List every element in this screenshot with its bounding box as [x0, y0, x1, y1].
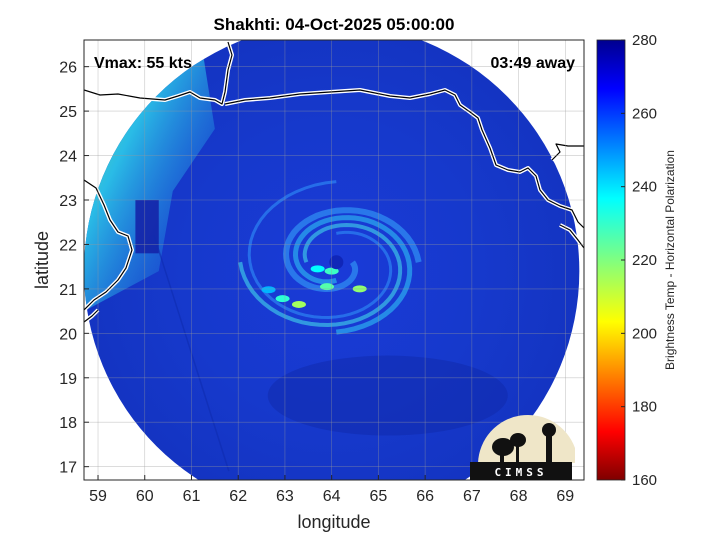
- x-tick-label: 61: [183, 488, 201, 505]
- x-axis-label: longitude: [297, 512, 370, 532]
- y-tick-label: 25: [59, 104, 77, 121]
- x-tick-label: 69: [556, 488, 574, 505]
- spiral-band: [282, 207, 422, 293]
- x-tick-label: 67: [463, 488, 481, 505]
- x-tick-label: 60: [136, 488, 154, 505]
- chart-title: Shakhti: 04-Oct-2025 05:00:00: [214, 15, 455, 34]
- x-axis: 59 60 61 62 63 64 65 66 67 68 69: [89, 475, 574, 505]
- y-tick-label: 19: [59, 371, 77, 388]
- colorbar-tick-label: 240: [632, 179, 657, 196]
- y-axis: 17 18 19 20 21 22 23 24 25 26: [59, 60, 89, 477]
- colorbar-tick-label: 260: [632, 105, 657, 122]
- southern-band: [267, 355, 508, 436]
- colorbar-tick-label: 280: [632, 32, 657, 49]
- x-tick-label: 59: [89, 488, 107, 505]
- y-tick-label: 18: [59, 415, 77, 432]
- spiral-band: [238, 222, 403, 328]
- logo-text: CIMSS: [494, 466, 547, 479]
- y-tick-label: 21: [59, 282, 77, 299]
- vmax-label: Vmax: 55 kts: [94, 55, 192, 72]
- cold-spot: [319, 283, 334, 291]
- y-tick-label: 20: [59, 326, 77, 343]
- x-tick-label: 66: [416, 488, 434, 505]
- time-away-label: 03:49 away: [490, 55, 575, 72]
- x-tick-label: 62: [229, 488, 247, 505]
- y-axis-label: latitude: [32, 231, 52, 289]
- storm-eye: [329, 255, 344, 270]
- cimss-logo: CIMSS: [470, 414, 575, 480]
- x-tick-label: 64: [323, 488, 341, 505]
- colorbar-tick-label: 200: [632, 325, 657, 342]
- plot-frame: [83, 39, 585, 481]
- cold-spots: [261, 265, 367, 308]
- dark-sea-patch: [135, 200, 159, 254]
- colorbar: [596, 39, 626, 481]
- spiral-band: [292, 215, 413, 335]
- spiral-bands: [238, 180, 422, 335]
- gridlines: [84, 40, 584, 480]
- x-tick-label: 63: [276, 488, 294, 505]
- cold-spot: [275, 295, 290, 303]
- colorbar-tick-label: 220: [632, 252, 657, 269]
- x-tick-label: 65: [369, 488, 387, 505]
- y-tick-label: 22: [59, 237, 77, 254]
- colorbar-ticks: 160 180 200 220 240 260 280: [621, 32, 657, 489]
- y-tick-label: 24: [59, 149, 77, 166]
- y-tick-label: 26: [59, 60, 77, 77]
- colorbar-label: Brightness Temp - Horizontal Polarizatio…: [663, 150, 677, 370]
- coastline: [84, 41, 584, 324]
- cold-spot: [310, 265, 325, 273]
- y-tick-label: 23: [59, 193, 77, 210]
- cold-spot: [261, 286, 276, 294]
- colorbar-tick-label: 160: [632, 472, 657, 489]
- colorbar-tick-label: 180: [632, 399, 657, 416]
- coastline-line: [84, 41, 584, 323]
- cold-spot: [291, 300, 306, 308]
- y-tick-label: 17: [59, 460, 77, 477]
- spiral-band: [247, 180, 393, 320]
- x-tick-label: 68: [510, 488, 528, 505]
